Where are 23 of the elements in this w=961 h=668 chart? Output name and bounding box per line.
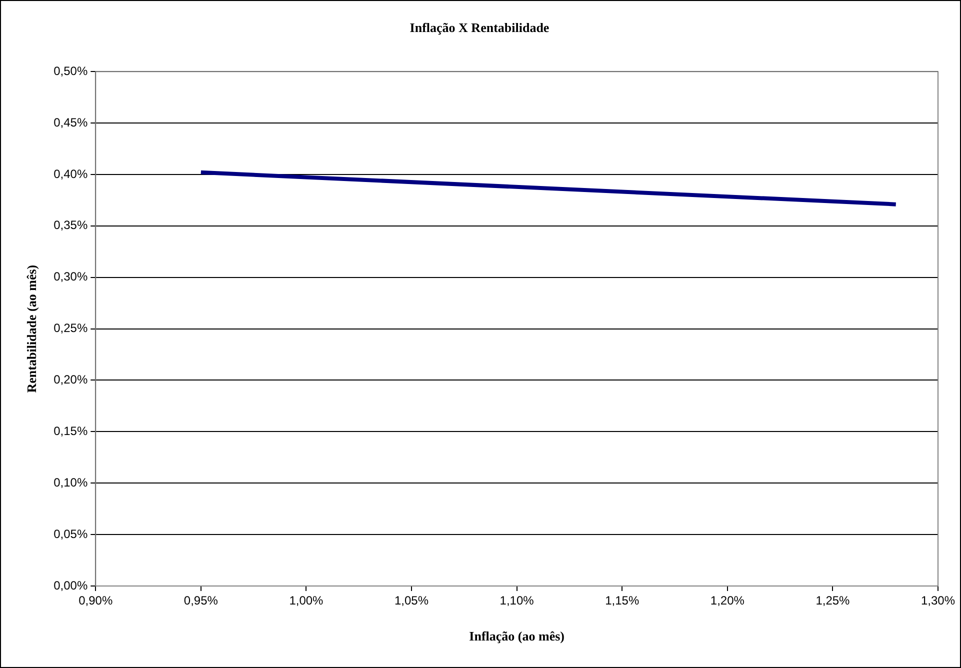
y-tick-label: 0,25%	[54, 321, 88, 336]
y-axis-title: Rentabilidade (ao mês)	[24, 264, 40, 393]
y-tick-label: 0,30%	[54, 270, 88, 284]
y-tick-label: 0,10%	[54, 475, 88, 490]
x-axis-title: Inflação (ao mês)	[469, 628, 564, 644]
y-tick-label: 0,50%	[54, 64, 88, 78]
chart-title: Inflação X Rentabilidade	[410, 20, 550, 36]
x-tick-label: 1,10%	[500, 594, 534, 608]
y-tick-label: 0,05%	[54, 526, 88, 541]
x-tick-label: 1,15%	[605, 594, 640, 608]
y-tick-label: 0,20%	[54, 372, 88, 387]
x-tick-label: 1,00%	[289, 594, 324, 608]
x-tick-label: 1,30%	[920, 594, 956, 608]
y-tick-label: 0,45%	[54, 115, 88, 130]
x-tick-label: 1,25%	[816, 594, 850, 608]
x-tick-label: 1,20%	[710, 594, 745, 608]
y-tick-label: 0,40%	[54, 166, 88, 181]
y-tick-label: 0,15%	[54, 424, 88, 438]
x-tick-label: 0,90%	[78, 594, 113, 608]
x-tick-label: 1,05%	[394, 594, 429, 608]
y-tick-label: 0,00%	[54, 578, 88, 592]
y-tick-label: 0,35%	[54, 218, 88, 232]
x-tick-label: 0,95%	[184, 594, 218, 608]
